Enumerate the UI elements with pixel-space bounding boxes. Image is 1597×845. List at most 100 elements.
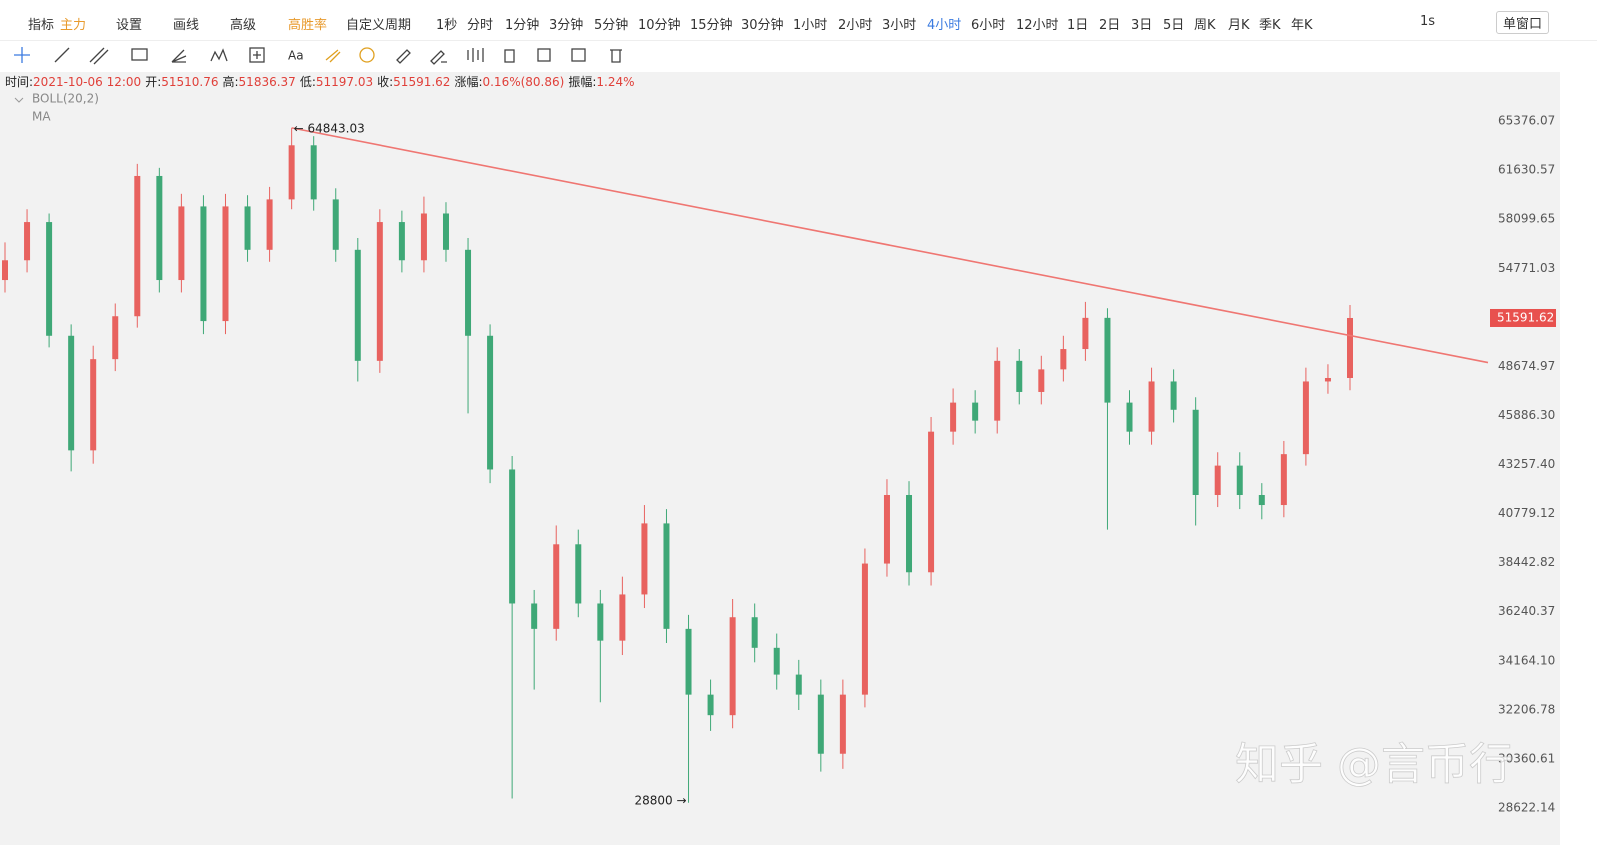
indicator-label: BOLL(20,2) xyxy=(32,92,99,106)
candle-body xyxy=(509,469,516,604)
candle-body xyxy=(288,145,295,200)
pen-tool[interactable] xyxy=(396,49,411,64)
candle-body xyxy=(994,360,1001,421)
candle-body xyxy=(685,628,692,695)
y-tick-label: 38442.82 xyxy=(1498,555,1555,569)
candle-body xyxy=(1060,349,1067,370)
candle-body xyxy=(1016,360,1023,392)
toolbar-item[interactable]: 3日 xyxy=(1131,18,1153,33)
candle-body xyxy=(773,647,780,675)
toolbar-item[interactable]: 3小时 xyxy=(882,18,917,33)
scrollbar xyxy=(1560,72,1597,845)
toolbar-item[interactable]: 周K xyxy=(1194,18,1216,33)
toolbar-item[interactable]: 1小时 xyxy=(793,18,828,33)
candle-body xyxy=(795,674,802,695)
measure-tool[interactable] xyxy=(249,47,265,63)
toolbar-item[interactable]: 分时 xyxy=(467,18,494,33)
candle-body xyxy=(1324,377,1331,382)
low-annotation: 28800 → xyxy=(634,793,686,807)
eraser-tool[interactable] xyxy=(430,50,447,65)
toolbar-item[interactable]: 1s xyxy=(1420,14,1436,29)
toolbar-item[interactable]: 1分钟 xyxy=(505,18,540,33)
channel-tool[interactable] xyxy=(89,47,109,65)
crosshair-tool[interactable] xyxy=(14,47,30,63)
y-tick-label: 48674.97 xyxy=(1498,359,1555,373)
toolbar: 指标 主力 设置 画线 高级 高胜率 自定义周期 1秒 分时 1分钟 3分钟 5分钟 10分钟 15分钟 3… xyxy=(0,6,1597,41)
toolbar-item[interactable]: 单窗口 xyxy=(1496,11,1550,34)
toolbar-item[interactable]: 3分钟 xyxy=(549,18,584,33)
edit-tool[interactable] xyxy=(571,48,586,62)
toolbar-item[interactable]: 主力 xyxy=(60,18,87,33)
candle-body xyxy=(950,402,957,432)
candle-body xyxy=(487,335,494,470)
toolbar-item[interactable]: 4小时 xyxy=(927,18,962,33)
candle-body xyxy=(244,206,251,250)
y-tick-label: 32206.78 xyxy=(1498,702,1555,716)
magnet-tool[interactable] xyxy=(325,49,341,63)
toolbar-item[interactable]: 指标 xyxy=(28,18,55,33)
delete-tool[interactable] xyxy=(610,49,622,63)
toolbar-item[interactable]: 5分钟 xyxy=(594,18,629,33)
text-tool[interactable]: Aa xyxy=(288,49,304,63)
toolbar-item[interactable]: 30分钟 xyxy=(741,18,784,33)
price-tag-label: 51591.62 xyxy=(1497,310,1554,324)
candle-body xyxy=(310,145,317,200)
toolbar-item[interactable]: 10分钟 xyxy=(638,18,681,33)
candle-body xyxy=(597,603,604,641)
toolbar-item[interactable]: 2小时 xyxy=(838,18,873,33)
wave-tool[interactable] xyxy=(210,48,228,62)
y-tick-label: 65376.07 xyxy=(1498,114,1555,128)
toolbar-item[interactable]: 季K xyxy=(1259,18,1281,33)
toolbar-item[interactable]: 2日 xyxy=(1099,18,1121,33)
candle-body xyxy=(972,402,979,421)
candle-body xyxy=(817,694,824,754)
candle-body xyxy=(751,617,758,648)
toolbar-item[interactable]: 高胜率 xyxy=(288,18,328,33)
toolbar-item[interactable]: 设置 xyxy=(116,18,143,33)
y-tick-label: 61630.57 xyxy=(1498,163,1555,177)
candle-body xyxy=(332,199,339,250)
candle-body xyxy=(619,594,626,641)
candle-body xyxy=(442,213,449,250)
y-tick-label: 43257.40 xyxy=(1498,457,1555,471)
lock-draw[interactable] xyxy=(504,49,515,63)
toolbar-item[interactable]: 年K xyxy=(1291,18,1313,33)
ohlc-info: 时间:2021-10-06 12:00 开:51510.76 高:51836.37 低… xyxy=(5,73,639,90)
bars-tool[interactable] xyxy=(467,48,484,62)
toolbar-item[interactable]: 1秒 xyxy=(436,18,458,33)
toolbar-item[interactable]: 高级 xyxy=(230,18,257,33)
line-tool[interactable] xyxy=(54,47,70,63)
y-tick-label: 54771.03 xyxy=(1498,261,1555,275)
candle-body xyxy=(531,603,538,629)
candle-body xyxy=(178,206,185,281)
copy-tool[interactable] xyxy=(537,48,551,62)
toolbar-item[interactable]: 5日 xyxy=(1163,18,1185,33)
toolbar-item[interactable]: 月K xyxy=(1228,18,1250,33)
candle-body xyxy=(729,617,736,716)
rect-tool[interactable] xyxy=(131,48,148,61)
candle-body xyxy=(420,213,427,261)
candle-body xyxy=(1280,454,1287,506)
lock-tool[interactable] xyxy=(359,47,375,63)
toolbar-item[interactable]: 自定义周期 xyxy=(346,18,412,33)
tool-icons: Aa xyxy=(14,47,622,65)
chart: BOLL(20,2) MA 65376.07 61630.57 58099.65 5477… xyxy=(0,72,1597,845)
toolbar-item[interactable]: 6小时 xyxy=(971,18,1006,33)
toolbar-item[interactable]: 15分钟 xyxy=(690,18,733,33)
candle-body xyxy=(90,359,97,451)
info-label: 振幅: xyxy=(568,75,597,89)
toolbar-item[interactable]: 画线 xyxy=(173,18,200,33)
toolbar-item[interactable]: 1日 xyxy=(1067,18,1089,33)
info-value: 51197.03 xyxy=(315,75,374,89)
candle-body xyxy=(906,494,913,573)
y-tick-label: 28622.14 xyxy=(1498,800,1555,814)
info-value: 51836.37 xyxy=(238,75,296,89)
toolbar-item[interactable]: 12小时 xyxy=(1016,18,1059,33)
candle-body xyxy=(575,544,582,604)
candle-body xyxy=(1126,402,1133,432)
y-tick-label: 30360.61 xyxy=(1498,751,1555,765)
candle-body xyxy=(266,199,273,250)
candle-body xyxy=(641,523,648,595)
fib-tool[interactable] xyxy=(171,49,187,63)
